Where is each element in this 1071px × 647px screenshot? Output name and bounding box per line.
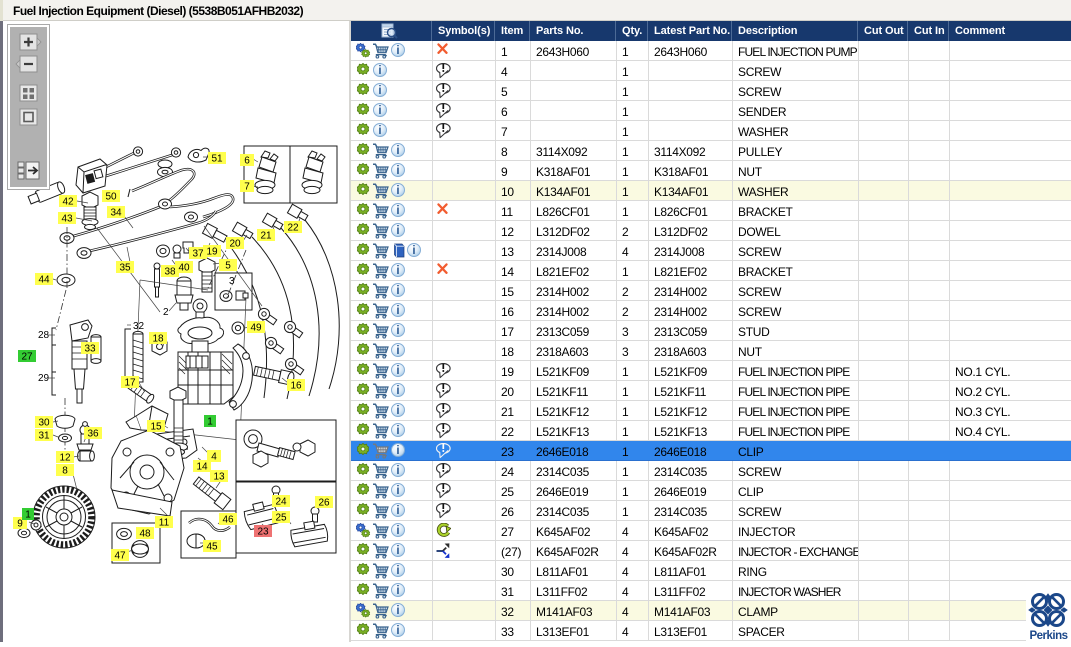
svg-text:29: 29 (38, 373, 50, 384)
svg-text:8: 8 (62, 466, 68, 477)
svg-text:17: 17 (124, 378, 136, 389)
svg-text:3: 3 (229, 276, 235, 287)
svg-text:31: 31 (38, 431, 50, 442)
svg-text:26: 26 (318, 498, 330, 509)
svg-text:15: 15 (150, 422, 162, 433)
svg-text:19: 19 (206, 247, 218, 258)
svg-text:32: 32 (133, 321, 145, 332)
svg-text:46: 46 (222, 515, 234, 526)
svg-text:43: 43 (61, 214, 73, 225)
svg-text:6: 6 (244, 156, 250, 167)
svg-text:48: 48 (139, 529, 151, 540)
svg-text:14: 14 (196, 462, 208, 473)
svg-text:45: 45 (206, 542, 218, 553)
svg-text:13: 13 (213, 472, 225, 483)
svg-text:25: 25 (275, 513, 287, 524)
svg-text:21: 21 (260, 231, 272, 242)
svg-text:47: 47 (114, 551, 126, 562)
svg-text:5: 5 (225, 261, 231, 272)
svg-text:23: 23 (257, 527, 269, 538)
svg-text:38: 38 (164, 267, 176, 278)
svg-text:7: 7 (244, 182, 250, 193)
svg-text:40: 40 (178, 263, 190, 274)
svg-text:20: 20 (229, 239, 241, 250)
svg-text:36: 36 (87, 429, 99, 440)
svg-text:33: 33 (84, 344, 96, 355)
svg-text:51: 51 (211, 154, 223, 165)
svg-text:24: 24 (275, 497, 287, 508)
svg-text:27: 27 (21, 352, 33, 363)
svg-text:11: 11 (159, 518, 170, 529)
svg-text:44: 44 (38, 275, 50, 286)
svg-text:9: 9 (17, 519, 23, 530)
svg-text:2: 2 (163, 307, 169, 318)
svg-text:22: 22 (287, 223, 299, 234)
svg-text:50: 50 (105, 192, 117, 203)
svg-text:4: 4 (211, 452, 217, 463)
svg-text:1: 1 (207, 417, 213, 428)
svg-text:30: 30 (38, 418, 50, 429)
svg-text:37: 37 (192, 249, 204, 260)
svg-text:35: 35 (119, 263, 131, 274)
svg-text:28: 28 (38, 330, 50, 341)
svg-text:1: 1 (25, 510, 31, 521)
svg-text:42: 42 (62, 197, 74, 208)
svg-text:18: 18 (152, 334, 164, 345)
svg-text:16: 16 (290, 381, 302, 392)
svg-text:34: 34 (110, 208, 122, 219)
svg-text:49: 49 (250, 323, 262, 334)
svg-text:12: 12 (59, 453, 71, 464)
